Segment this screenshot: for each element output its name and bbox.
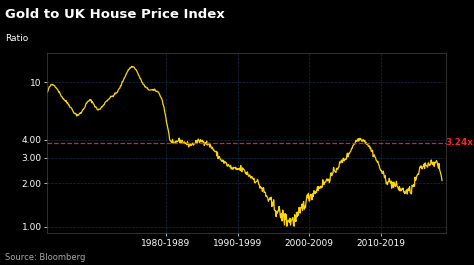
Text: Gold to UK House Price Index: Gold to UK House Price Index [5, 8, 225, 21]
Text: 3.24x: 3.24x [446, 138, 474, 147]
Text: Source: Bloomberg: Source: Bloomberg [5, 253, 85, 262]
Text: Ratio: Ratio [5, 34, 28, 43]
